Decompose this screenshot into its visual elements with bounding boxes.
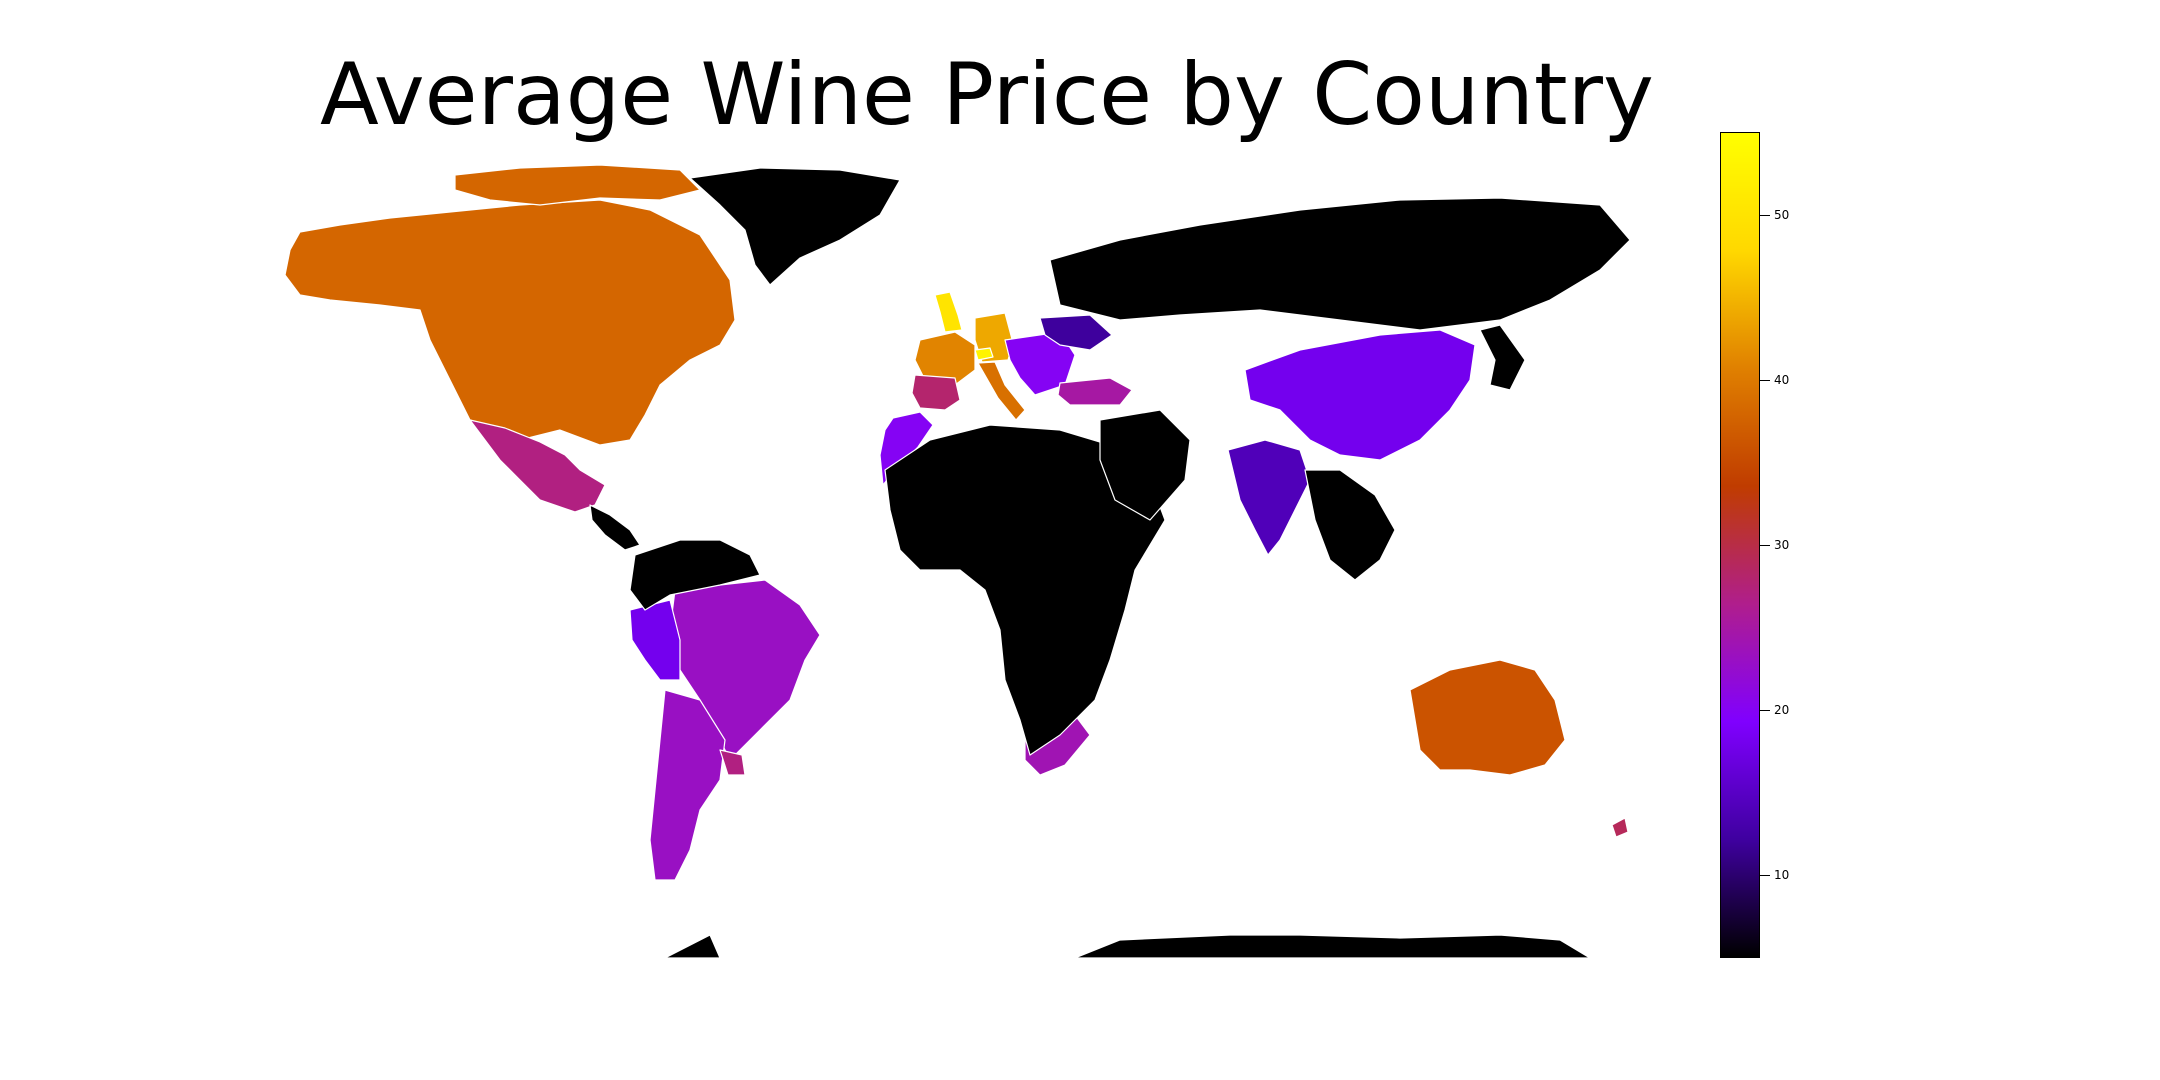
colorbar <box>1720 132 1760 958</box>
region-uruguay <box>719 749 746 776</box>
colorbar-tick <box>1760 379 1770 381</box>
colorbar-tick <box>1760 710 1770 712</box>
colorbar-tick <box>1760 214 1770 216</box>
colorbar-tick <box>1760 875 1770 877</box>
colorbar-tick-label: 40 <box>1774 372 1790 387</box>
region-central-america <box>589 504 641 551</box>
region-mexico <box>469 419 606 513</box>
colorbar-tick-label: 20 <box>1774 703 1790 718</box>
colorbar-tick <box>1760 545 1770 546</box>
region-australia <box>1409 659 1566 776</box>
region-ukraine <box>1039 314 1113 351</box>
colorbar-tick-label: 10 <box>1774 868 1790 883</box>
region-north-america <box>284 199 736 446</box>
region-chile-argentina <box>649 689 726 881</box>
region-russia <box>1049 197 1631 331</box>
region-antarctica <box>664 934 1591 959</box>
region-india <box>1227 439 1311 556</box>
region-japan <box>1479 324 1526 391</box>
region-iberia <box>911 374 961 411</box>
colorbar-tick-label: 30 <box>1774 538 1790 552</box>
region-greenland <box>689 167 901 286</box>
regions-layer <box>284 164 1631 959</box>
region-france <box>914 331 976 386</box>
region-peru <box>629 599 681 681</box>
map-title: Average Wine Price by Country <box>320 45 1654 145</box>
region-switzerland <box>974 347 994 361</box>
region-new-zealand <box>1611 817 1629 838</box>
region-china <box>1244 329 1476 461</box>
region-africa <box>884 424 1166 756</box>
colorbar-tick-label: 50 <box>1774 207 1790 222</box>
region-uk <box>934 291 963 333</box>
region-middle-east <box>1099 409 1191 521</box>
region-canada-islands <box>454 164 701 206</box>
region-south-america-north <box>629 539 761 611</box>
region-italy <box>977 361 1026 421</box>
region-turkey <box>1057 377 1133 406</box>
region-southeast-asia <box>1304 469 1396 581</box>
